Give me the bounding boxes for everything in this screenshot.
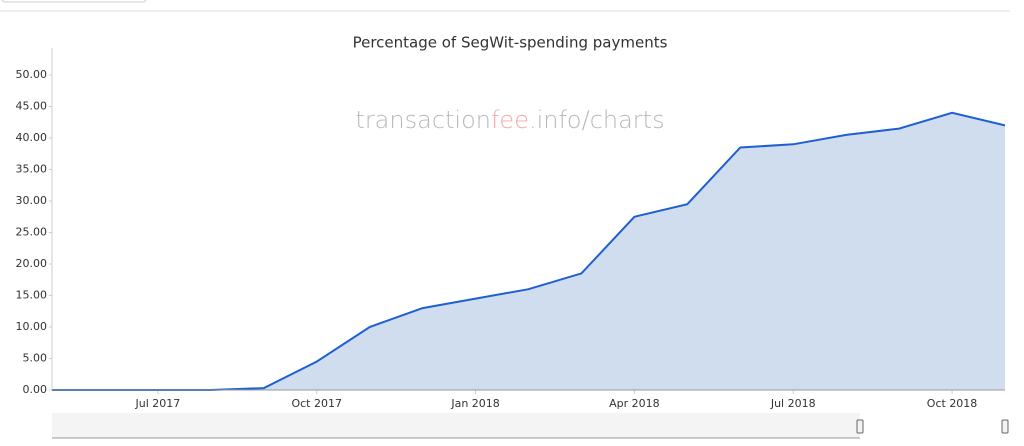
watermark-accent: fee	[491, 106, 529, 134]
toolbar-button[interactable]	[1, 0, 147, 3]
x-tick-label: Jul 2018	[770, 397, 816, 410]
watermark: transactionfee.info/charts	[355, 106, 664, 134]
navigator-handle[interactable]	[1001, 419, 1009, 434]
y-tick-label: 0.00	[23, 383, 48, 396]
navigator	[52, 413, 1005, 438]
x-tick-label: Jul 2017	[135, 397, 181, 410]
series-area	[52, 112, 1005, 391]
y-tick-label: 30.00	[16, 194, 48, 207]
y-tick-label: 5.00	[23, 352, 48, 365]
y-tick-label: 40.00	[16, 131, 48, 144]
y-tick-label: 45.00	[16, 100, 48, 113]
x-tick-label: Oct 2018	[927, 397, 978, 410]
plot-area: 0.00 5.00 10.00 15.00 20.00 25.00 30.00 35.00 40…	[16, 48, 1006, 437]
x-tick-label: Oct 2017	[291, 397, 342, 410]
y-tick-label: 15.00	[16, 289, 48, 302]
watermark-prefix: transaction	[355, 106, 491, 134]
x-tick-label: Apr 2018	[609, 397, 660, 410]
y-tick-label: 25.00	[16, 226, 48, 239]
chart-title: Percentage of SegWit-spending payments	[353, 34, 668, 52]
y-tick-label: 10.00	[16, 320, 48, 333]
watermark-suffix: .info/charts	[529, 106, 665, 134]
y-tick-label: 20.00	[16, 257, 48, 270]
navigator-handle[interactable]	[856, 419, 864, 434]
navigator-window	[860, 413, 1005, 438]
y-tick-label: 50.00	[16, 68, 48, 81]
x-tick-label: Jan 2018	[450, 397, 499, 410]
y-tick-label: 35.00	[16, 163, 48, 176]
